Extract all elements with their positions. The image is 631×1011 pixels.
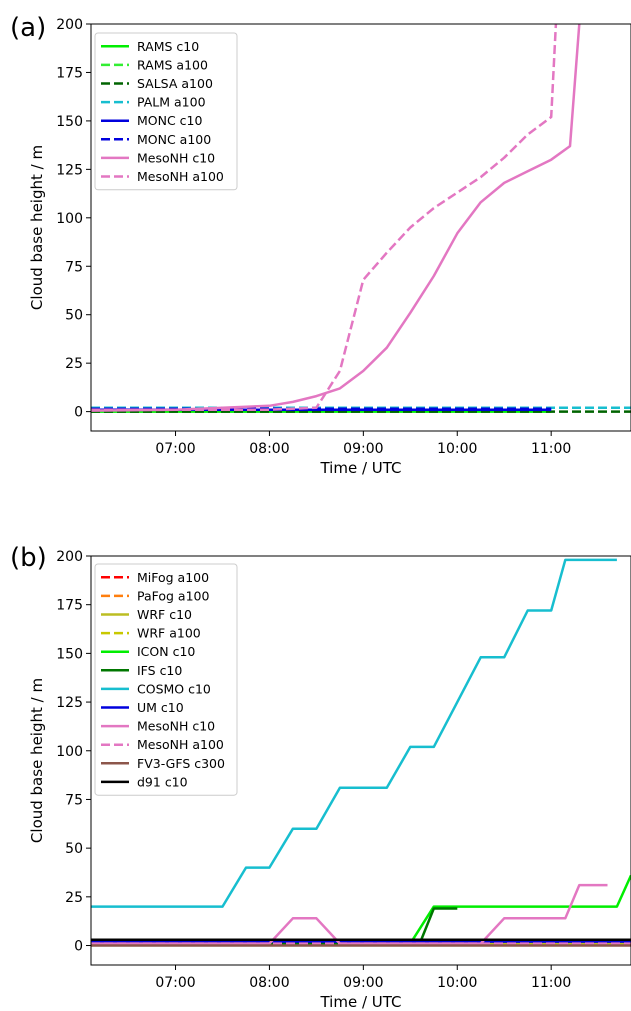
legend-entry: MesoNH a100 <box>137 169 224 184</box>
y-tick-label: 200 <box>56 549 83 565</box>
legend-entry: SALSA a100 <box>137 76 213 91</box>
x-tick-label: 08:00 <box>249 441 289 457</box>
y-tick-label: 25 <box>65 356 83 372</box>
x-tick-label: 11:00 <box>531 441 571 457</box>
plot-frame <box>90 23 631 432</box>
x-tick-label: 10:00 <box>437 975 477 991</box>
x-tick-label: 09:00 <box>343 975 383 991</box>
y-tick-label: 125 <box>56 162 83 178</box>
y-tick-label: 125 <box>56 695 83 711</box>
legend-entry: MiFog a100 <box>137 570 209 585</box>
legend-box <box>94 32 238 191</box>
series-line-mesonh-a100 <box>91 24 558 411</box>
legend: RAMS c10 RAMS a100 SALSA a100 PALM a100 MONC… <box>94 32 238 191</box>
panel-label: (a) <box>10 13 46 43</box>
legend-entry: RAMS a100 <box>137 57 208 72</box>
legend-entry: IFS c10 <box>137 663 182 678</box>
y-tick-label: 175 <box>56 65 83 81</box>
y-tick-label: 150 <box>56 646 83 662</box>
y-tick-label: 50 <box>65 308 83 324</box>
legend-entry: MONC a100 <box>137 132 211 147</box>
y-tick-label: 0 <box>74 405 83 421</box>
legend-entry: d91 c10 <box>137 774 188 789</box>
series-line-mesonh-c10 <box>91 24 581 412</box>
y-tick-label: 75 <box>65 792 83 808</box>
y-tick-label: 150 <box>56 114 83 130</box>
y-tick-label: 50 <box>65 841 83 857</box>
y-tick-label: 200 <box>56 17 83 33</box>
legend-entry: COSMO c10 <box>137 681 211 696</box>
series-line-cosmo-c10 <box>91 558 617 908</box>
legend-entry: RAMS c10 <box>137 39 199 54</box>
chart-panel-b: 0 25 50 75 100 125 150 175 200 07:00 08:00 09:00 10:… <box>10 543 631 1011</box>
x-axis-label: Time / UTC <box>319 993 401 1011</box>
legend-entry: FV3-GFS c300 <box>137 756 225 771</box>
legend-entry: WRF c10 <box>137 607 192 622</box>
legend-entry: PALM a100 <box>137 95 206 110</box>
legend-entry: UM c10 <box>137 700 184 715</box>
panel-label: (b) <box>10 543 47 573</box>
x-axis-label: Time / UTC <box>319 459 401 477</box>
y-tick-label: 25 <box>65 890 83 906</box>
y-axis-label: Cloud base height / m <box>28 145 46 310</box>
legend: MiFog a100 PaFog a100 WRF c10 WRF a100 ICON … <box>94 563 238 796</box>
x-tick-label: 07:00 <box>155 441 195 457</box>
legend-entry: ICON c10 <box>137 644 195 659</box>
x-tick-label: 09:00 <box>343 441 383 457</box>
series-group <box>91 558 631 947</box>
series-line-icon-c10 <box>91 874 631 945</box>
x-tick-label: 11:00 <box>531 975 571 991</box>
x-tick-label: 07:00 <box>155 975 195 991</box>
chart-panel-a: 0 25 50 75 100 125 150 175 200 07:00 08:00 09:00 10:… <box>10 13 631 477</box>
y-axis-label: Cloud base height / m <box>28 678 46 843</box>
y-tick-label: 100 <box>56 211 83 227</box>
legend-entry: MesoNH c10 <box>137 719 215 734</box>
y-tick-label: 0 <box>74 939 83 955</box>
y-tick-label: 100 <box>56 744 83 760</box>
x-tick-label: 10:00 <box>437 441 477 457</box>
legend-entry: MesoNH a100 <box>137 737 224 752</box>
plot-frame <box>90 555 631 966</box>
legend-entry: PaFog a100 <box>137 588 210 603</box>
y-tick-label: 175 <box>56 598 83 614</box>
x-tick-label: 08:00 <box>249 975 289 991</box>
y-tick-label: 75 <box>65 259 83 275</box>
legend-entry: MesoNH c10 <box>137 150 215 165</box>
legend-box <box>94 563 238 796</box>
legend-entry: WRF a100 <box>137 626 201 641</box>
series-line-mesonh-c10 <box>91 883 608 945</box>
legend-entry: MONC c10 <box>137 113 203 128</box>
series-group <box>91 24 631 413</box>
